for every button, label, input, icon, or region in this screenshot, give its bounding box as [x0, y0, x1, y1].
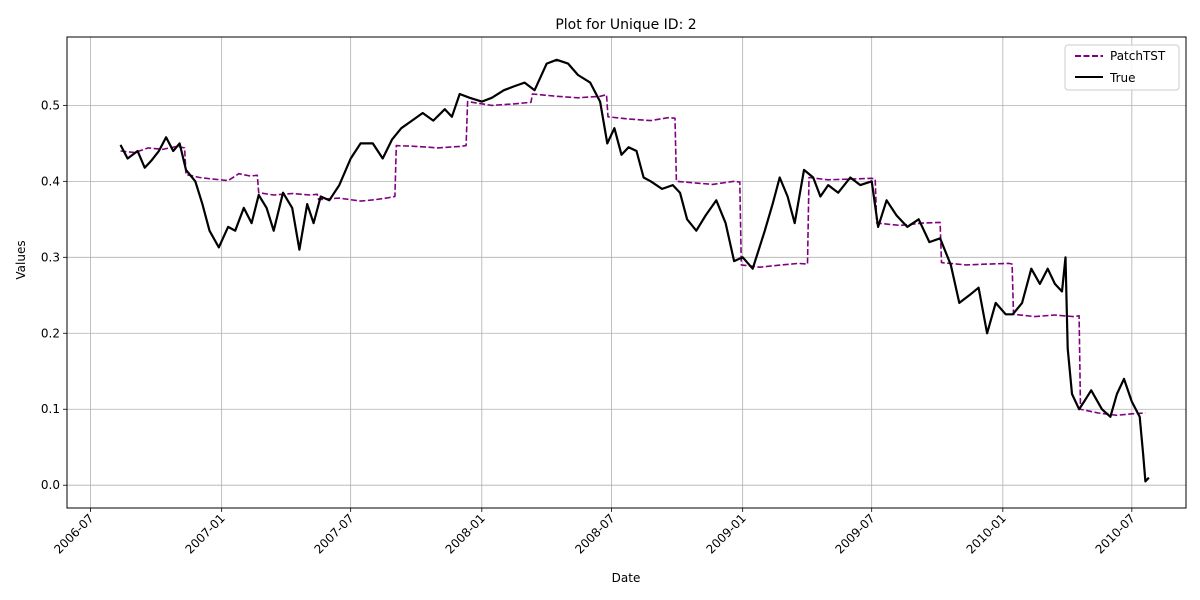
- x-tick-label: 2009-07: [832, 511, 877, 556]
- x-tick-label: 2010-07: [1093, 511, 1138, 556]
- legend-label-patchtst: PatchTST: [1110, 49, 1166, 63]
- ticks: 2006-07 2007-01 2007-07 2008-01 2008-07 2009-…: [41, 98, 1138, 556]
- series-line-patchtst: [120, 93, 1146, 417]
- plot-frame: [66, 36, 1187, 509]
- y-tick-label: 0.0: [41, 478, 60, 492]
- x-tick-label: 2007-01: [182, 511, 227, 556]
- x-tick-label: 2008-01: [443, 511, 488, 556]
- legend: PatchTST True: [1064, 44, 1180, 91]
- y-tick-label: 0.2: [41, 326, 60, 340]
- x-tick-label: 2010-01: [964, 511, 1009, 556]
- grid: [67, 37, 1186, 508]
- x-tick-label: 2006-07: [51, 511, 96, 556]
- y-tick-label: 0.5: [41, 98, 60, 112]
- chart-title: Plot for Unique ID: 2: [555, 17, 696, 33]
- x-axis-label: Date: [612, 571, 641, 585]
- series-layer: [119, 58, 1150, 483]
- y-tick-label: 0.3: [41, 250, 60, 264]
- legend-label-true: True: [1109, 71, 1136, 85]
- x-tick-label: 2009-01: [703, 511, 748, 556]
- y-tick-label: 0.4: [41, 174, 60, 188]
- x-tick-label: 2008-07: [572, 511, 617, 556]
- x-tick-label: 2007-07: [311, 511, 356, 556]
- series-line-true: [119, 58, 1150, 483]
- y-axis-label: Values: [14, 240, 28, 279]
- y-tick-label: 0.1: [41, 402, 60, 416]
